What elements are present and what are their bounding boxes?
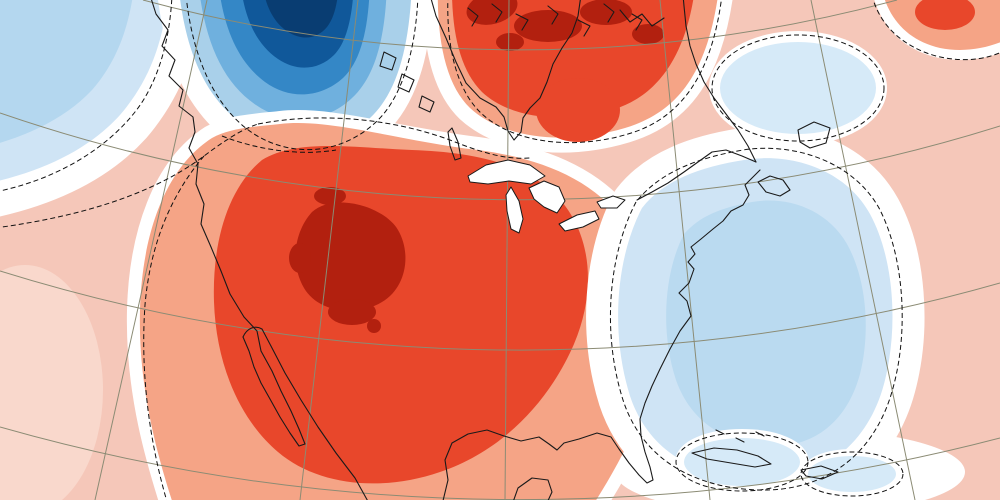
ne-warm-core	[915, 0, 975, 30]
central-warm-region	[126, 110, 670, 500]
contour-band-inner	[221, 135, 337, 153]
north-hot-spot-1	[466, 0, 518, 25]
hot-core-spot-1	[328, 299, 376, 325]
cuba-coast	[691, 447, 772, 468]
north-hot-spot-4	[632, 24, 664, 44]
lake-huron	[528, 180, 566, 214]
canada-cold-core-region	[158, 0, 434, 167]
nf-cool-fill	[720, 42, 876, 134]
carib-cool-fill-2	[808, 456, 896, 492]
hot-core-spot-3	[289, 243, 311, 273]
north-warm-core	[452, 0, 694, 118]
meridian-line	[810, 0, 916, 500]
pacific-coastline	[151, 0, 306, 447]
meridian-line	[504, 0, 510, 500]
parallel-line	[142, 0, 898, 51]
lake-athabasca	[418, 95, 435, 113]
lake-superior	[467, 159, 546, 185]
great-bear-lake	[379, 51, 397, 71]
parallel-line	[0, 270, 1000, 351]
hot-core-spot-4	[367, 319, 381, 333]
gulf-east-coastline	[442, 169, 761, 500]
north-hot-spot-5	[496, 33, 524, 51]
nova-scotia-coast	[757, 175, 791, 197]
contour-west-band	[0, 123, 259, 228]
central-hot-core	[289, 187, 406, 333]
hot-core-main	[295, 202, 406, 311]
quebec-warm-finger	[536, 78, 620, 142]
meridian-line	[94, 0, 208, 500]
west-faint-warm-patch	[0, 265, 103, 500]
contour-carib-2	[800, 451, 904, 497]
atlantic-cool-inner	[666, 200, 866, 446]
bahamas-islets	[715, 429, 765, 443]
caribbean-cool-patches	[675, 429, 903, 499]
pacific-cool-inner	[0, 0, 133, 143]
contour-carib-1	[675, 432, 809, 492]
parallel-line	[0, 112, 1000, 201]
cold-core-center	[265, 0, 338, 38]
hudson-bay-coast	[430, 0, 581, 141]
contour-central-north	[257, 117, 531, 159]
hispaniola-coast	[800, 465, 839, 480]
meridian-line	[659, 0, 711, 500]
carib-cool-fill-1	[684, 438, 800, 486]
coastline-layer	[151, 0, 839, 500]
lake-ontario	[596, 195, 626, 209]
newfoundland-coast	[797, 121, 831, 149]
northeast-warm-corner	[874, 0, 1000, 60]
contour-nf-patch	[711, 34, 885, 142]
north-hot-spot-2	[514, 10, 582, 42]
hot-core-spot-2	[314, 187, 346, 205]
st-lawrence-coast	[636, 149, 757, 201]
yucatan-coast	[513, 477, 553, 500]
contour-nw-corner	[0, 0, 173, 192]
meridian-line	[299, 0, 359, 500]
arctic-islands	[467, 3, 643, 37]
parallel-line	[0, 426, 1000, 500]
contour-west-offshore	[143, 155, 205, 500]
contour-ne-corner	[872, 0, 1000, 61]
lake-erie	[558, 210, 600, 232]
north-hot-spot-3	[580, 0, 632, 25]
great-slave-lake	[397, 73, 415, 93]
contour-atlantic-cool	[609, 147, 903, 491]
labrador-coast	[682, 0, 757, 163]
ungava-coast	[619, 9, 665, 27]
newfoundland-cool-patch	[709, 31, 887, 145]
contour-north-warm	[447, 0, 722, 144]
lake-michigan	[505, 186, 524, 234]
atlantic-cool-region	[586, 31, 925, 500]
gulf-of-california-head	[242, 326, 368, 500]
contour-cold-core	[186, 0, 419, 151]
lake-winnipeg	[447, 127, 462, 161]
